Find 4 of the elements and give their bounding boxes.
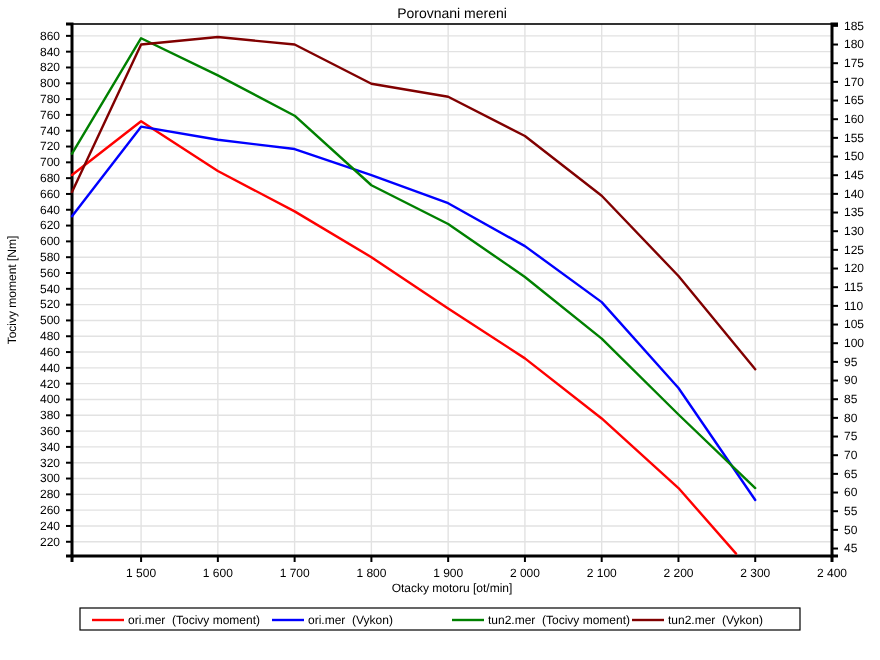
line-series <box>70 120 738 555</box>
line-series <box>70 125 757 502</box>
line-series <box>70 35 757 371</box>
line-series <box>70 37 757 490</box>
